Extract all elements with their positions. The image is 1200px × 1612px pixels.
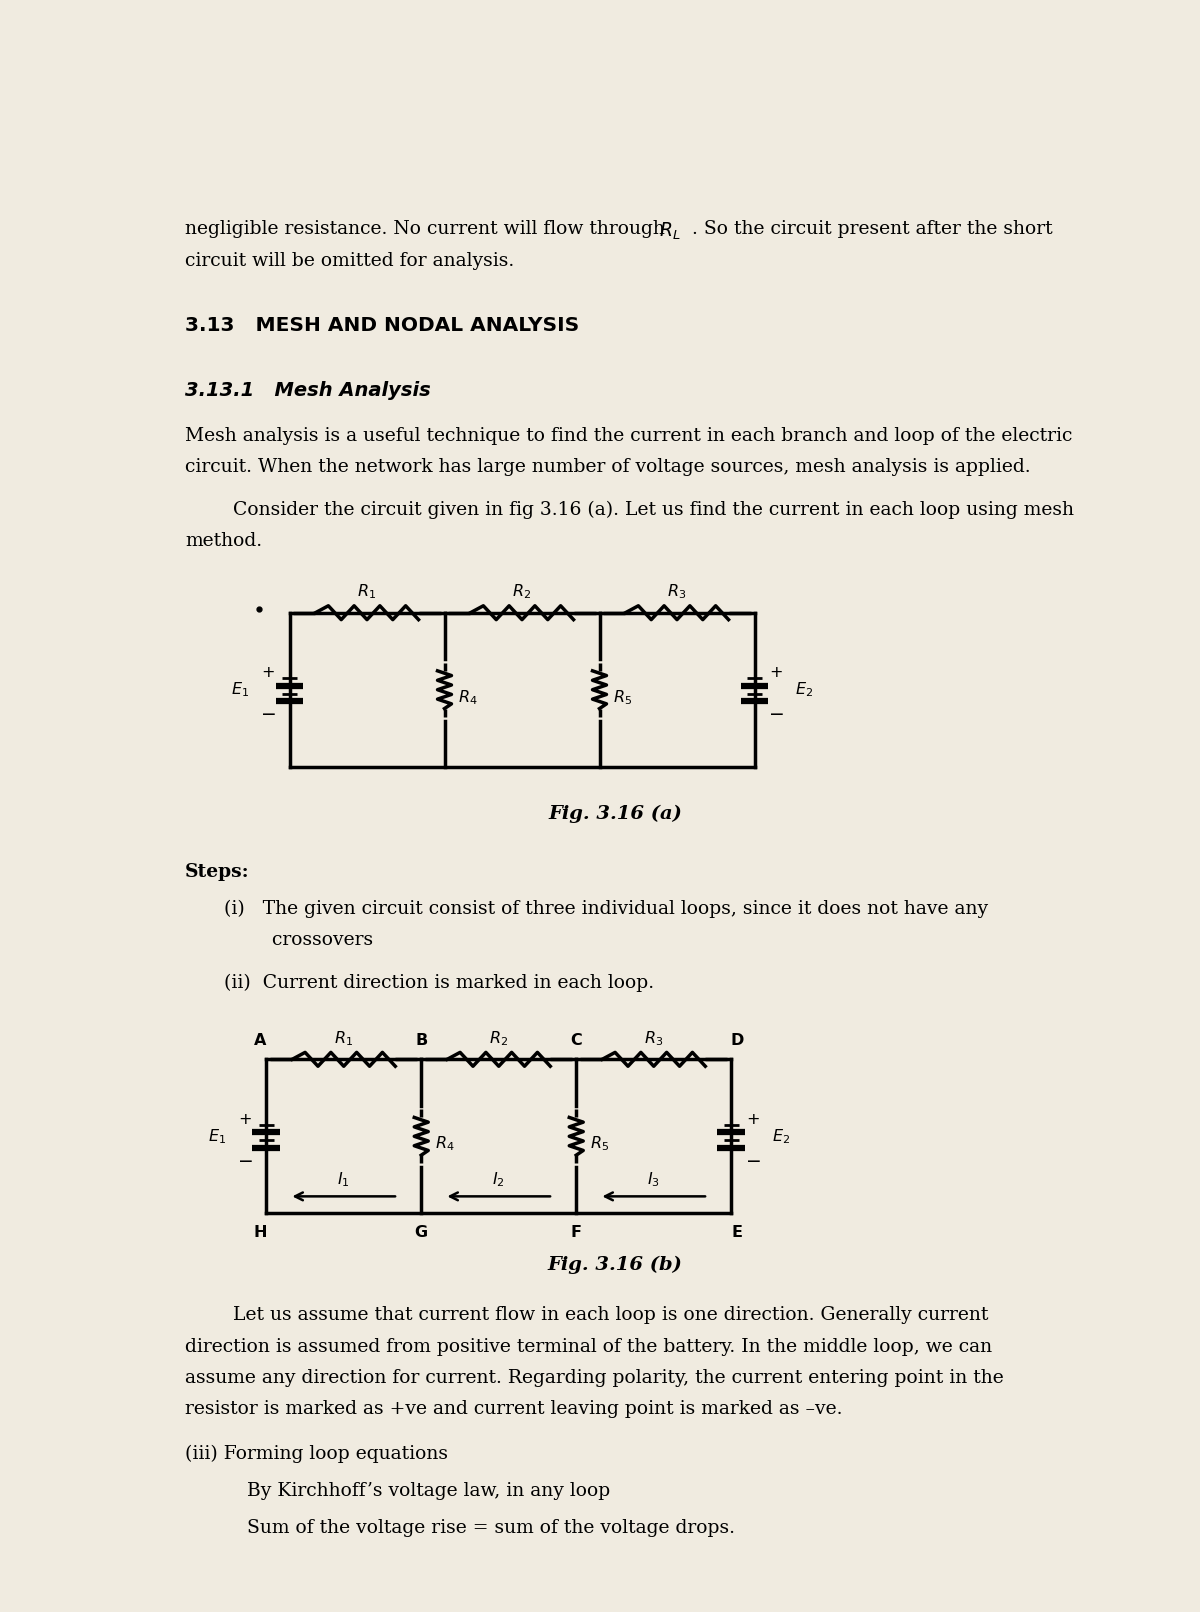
Text: $I_1$: $I_1$	[337, 1170, 350, 1188]
Text: $R_L$: $R_L$	[659, 221, 680, 242]
Text: circuit will be omitted for analysis.: circuit will be omitted for analysis.	[185, 251, 514, 269]
Text: $R_2$: $R_2$	[490, 1028, 509, 1048]
Text: $I_3$: $I_3$	[647, 1170, 660, 1188]
Text: (i)   The given circuit consist of three individual loops, since it does not hav: (i) The given circuit consist of three i…	[223, 899, 988, 919]
Text: direction is assumed from positive terminal of the battery. In the middle loop, : direction is assumed from positive termi…	[185, 1338, 992, 1356]
Text: Sum of the voltage rise = sum of the voltage drops.: Sum of the voltage rise = sum of the vol…	[247, 1519, 734, 1536]
Text: Let us assume that current flow in each loop is one direction. Generally current: Let us assume that current flow in each …	[185, 1306, 989, 1325]
Text: +: +	[262, 666, 275, 680]
Text: E: E	[732, 1225, 743, 1240]
Text: $R_3$: $R_3$	[644, 1028, 664, 1048]
Text: assume any direction for current. Regarding polarity, the current entering point: assume any direction for current. Regard…	[185, 1369, 1003, 1386]
Text: (iii) Forming loop equations: (iii) Forming loop equations	[185, 1444, 448, 1464]
Text: A: A	[254, 1033, 266, 1048]
Text: $E_1$: $E_1$	[208, 1127, 226, 1146]
Text: F: F	[571, 1225, 582, 1240]
Text: $-$: $-$	[260, 703, 276, 722]
Text: . So the circuit present after the short: . So the circuit present after the short	[692, 221, 1054, 239]
Text: $R_4$: $R_4$	[436, 1135, 455, 1153]
Text: $R_1$: $R_1$	[335, 1028, 353, 1048]
Text: 3.13   MESH AND NODAL ANALYSIS: 3.13 MESH AND NODAL ANALYSIS	[185, 316, 580, 335]
Text: circuit. When the network has large number of voltage sources, mesh analysis is : circuit. When the network has large numb…	[185, 458, 1031, 476]
Text: $-$: $-$	[236, 1149, 252, 1169]
Text: Steps:: Steps:	[185, 862, 250, 880]
Text: $R_5$: $R_5$	[613, 688, 632, 706]
Text: G: G	[415, 1225, 428, 1240]
Text: Mesh analysis is a useful technique to find the current in each branch and loop : Mesh analysis is a useful technique to f…	[185, 427, 1073, 445]
Text: $E_1$: $E_1$	[232, 680, 250, 700]
Text: 3.13.1   Mesh Analysis: 3.13.1 Mesh Analysis	[185, 380, 431, 400]
Text: +: +	[746, 1112, 760, 1127]
Text: H: H	[253, 1225, 266, 1240]
Text: crossovers: crossovers	[223, 932, 373, 949]
Text: $R_5$: $R_5$	[590, 1135, 610, 1153]
Text: Fig. 3.16 (a): Fig. 3.16 (a)	[548, 806, 682, 824]
Text: By Kirchhoff’s voltage law, in any loop: By Kirchhoff’s voltage law, in any loop	[247, 1481, 610, 1501]
Text: (ii)  Current direction is marked in each loop.: (ii) Current direction is marked in each…	[223, 974, 654, 991]
Text: $R_1$: $R_1$	[358, 582, 377, 601]
Text: $-$: $-$	[745, 1149, 761, 1169]
Text: negligible resistance. No current will flow through: negligible resistance. No current will f…	[185, 221, 671, 239]
Text: D: D	[731, 1033, 744, 1048]
Text: $I_2$: $I_2$	[492, 1170, 505, 1188]
Text: Consider the circuit given in fig 3.16 (a). Let us find the current in each loop: Consider the circuit given in fig 3.16 (…	[185, 501, 1074, 519]
Text: +: +	[238, 1112, 251, 1127]
Text: resistor is marked as +ve and current leaving point is marked as –ve.: resistor is marked as +ve and current le…	[185, 1401, 842, 1419]
Text: $E_2$: $E_2$	[772, 1127, 790, 1146]
Text: B: B	[415, 1033, 427, 1048]
Text: $E_2$: $E_2$	[794, 680, 812, 700]
Text: method.: method.	[185, 532, 262, 550]
Text: Fig. 3.16 (b): Fig. 3.16 (b)	[547, 1256, 683, 1273]
Text: C: C	[570, 1033, 582, 1048]
Text: $-$: $-$	[768, 703, 784, 722]
Text: $R_4$: $R_4$	[458, 688, 478, 706]
Text: $R_2$: $R_2$	[512, 582, 532, 601]
Text: +: +	[769, 666, 782, 680]
Text: $R_3$: $R_3$	[667, 582, 686, 601]
